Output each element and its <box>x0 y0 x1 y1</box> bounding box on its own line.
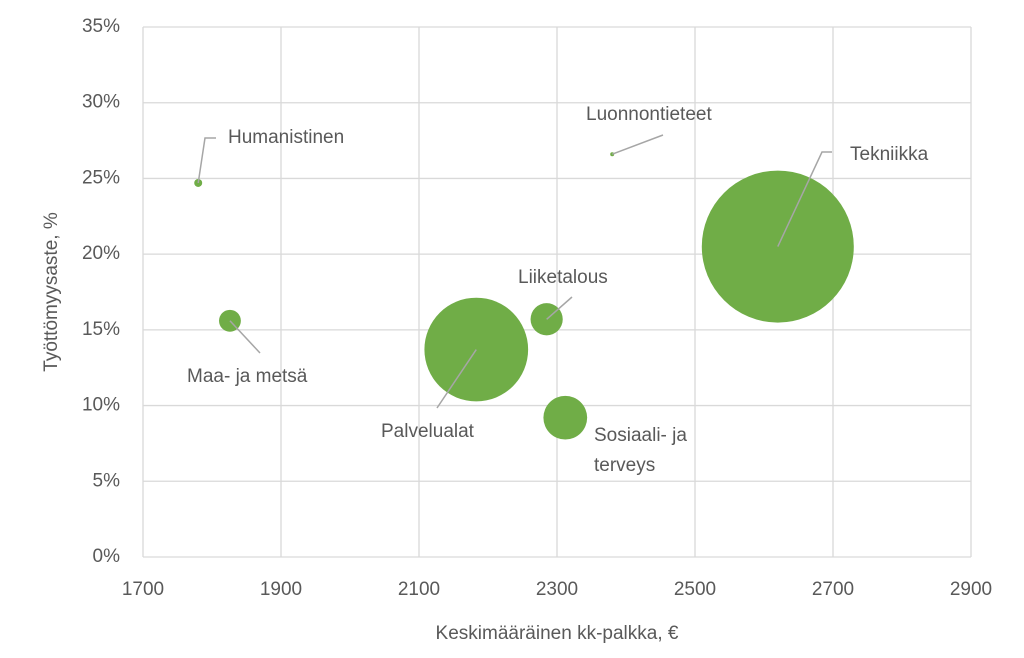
data-label: Tekniikka <box>850 144 929 165</box>
y-tick-label: 20% <box>82 243 120 264</box>
y-tick-label: 30% <box>82 92 120 113</box>
y-tick-label: 10% <box>82 395 120 416</box>
leader-line <box>197 137 216 184</box>
data-label: Humanistinen <box>228 127 345 148</box>
x-tick-label: 2100 <box>398 579 440 600</box>
x-axis-title: Keskimääräinen kk-palkka, € <box>436 623 679 644</box>
y-tick-label: 35% <box>82 16 120 37</box>
leader-line <box>546 296 573 320</box>
y-tick-label: 25% <box>82 167 120 188</box>
data-label: Sosiaali- ja terveys <box>594 425 687 476</box>
x-tick-label: 2300 <box>536 579 578 600</box>
x-tick-label: 1700 <box>122 579 164 600</box>
y-tick-label: 15% <box>82 319 120 340</box>
x-tick-label: 2900 <box>950 579 992 600</box>
leader-line <box>229 320 261 354</box>
data-label: Liiketalous <box>518 267 608 288</box>
x-tick-label: 1900 <box>260 579 302 600</box>
leader-line <box>777 151 832 247</box>
y-tick-label: 5% <box>93 470 121 491</box>
x-tick-label: 2500 <box>674 579 716 600</box>
leader-line <box>611 134 664 155</box>
bubble <box>543 395 588 440</box>
y-tick-label: 0% <box>93 546 121 567</box>
x-tick-label: 2700 <box>812 579 854 600</box>
data-label: Maa- ja metsä <box>187 366 308 387</box>
data-label: Luonnontieteet <box>586 104 712 125</box>
leader-line <box>436 349 477 409</box>
y-axis-title: Työttömyysaste, % <box>41 212 62 372</box>
data-label: Palvelualat <box>381 421 474 442</box>
